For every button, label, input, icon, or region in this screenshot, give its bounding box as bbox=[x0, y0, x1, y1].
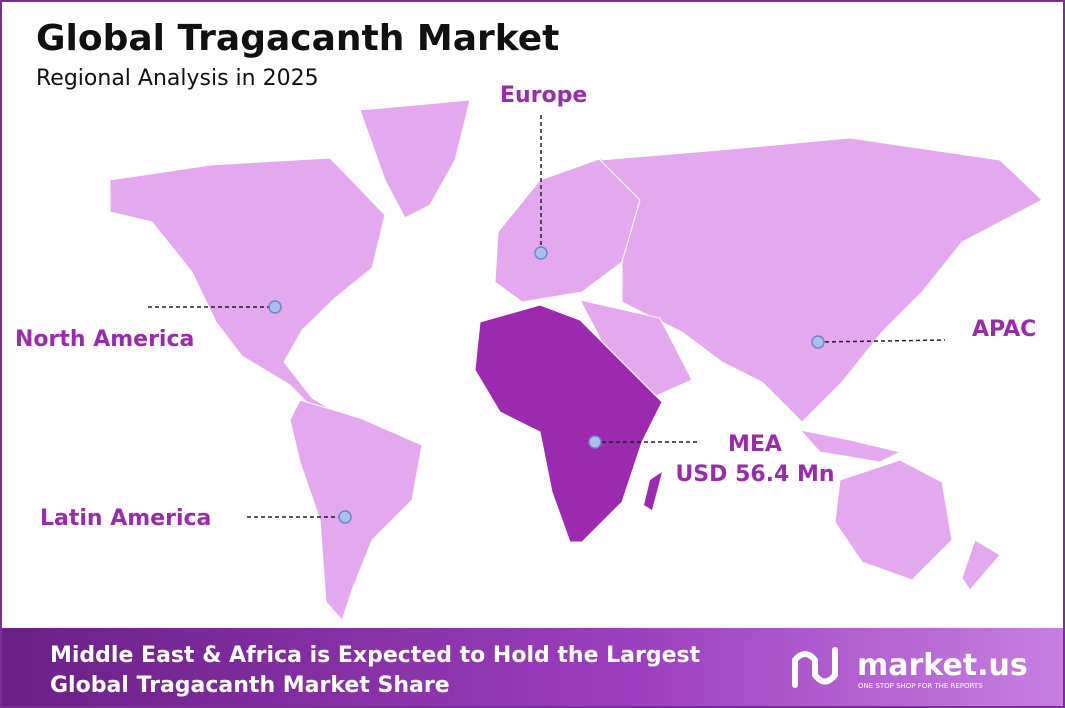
australia bbox=[834, 459, 953, 581]
region-value: USD 56.4 Mn bbox=[675, 462, 834, 487]
africa bbox=[474, 304, 663, 543]
region-label: Europe bbox=[500, 83, 587, 108]
marker bbox=[811, 335, 825, 349]
north-america bbox=[109, 157, 386, 419]
marker bbox=[338, 510, 352, 524]
subtitle: Regional Analysis in 2025 bbox=[36, 66, 319, 91]
world-map bbox=[109, 99, 1043, 621]
region-label: Latin America bbox=[40, 506, 211, 531]
marker bbox=[534, 246, 548, 260]
title: Global Tragacanth Market bbox=[36, 18, 559, 59]
middle-east bbox=[579, 299, 693, 403]
footer-band bbox=[2, 628, 1063, 706]
footer-text: Middle East & Africa is Expected to Hold… bbox=[50, 643, 701, 668]
new-zealand bbox=[961, 539, 1001, 591]
brand-name: market.us bbox=[857, 648, 1028, 683]
footer-text: Global Tragacanth Market Share bbox=[50, 673, 450, 698]
leader-line bbox=[817, 339, 946, 343]
marker bbox=[268, 300, 282, 314]
logo-icon bbox=[792, 647, 838, 688]
madagascar bbox=[644, 472, 662, 510]
greenland bbox=[359, 99, 471, 219]
asia bbox=[598, 137, 1043, 423]
region-label: North America bbox=[15, 327, 194, 352]
leaders bbox=[148, 115, 946, 518]
region-label: APAC bbox=[972, 317, 1036, 342]
marker bbox=[588, 435, 602, 449]
region-label: MEA bbox=[728, 432, 782, 457]
brand-tagline: ONE STOP SHOP FOR THE REPORTS bbox=[858, 682, 983, 690]
south-america bbox=[289, 399, 423, 621]
indonesia bbox=[798, 429, 902, 463]
